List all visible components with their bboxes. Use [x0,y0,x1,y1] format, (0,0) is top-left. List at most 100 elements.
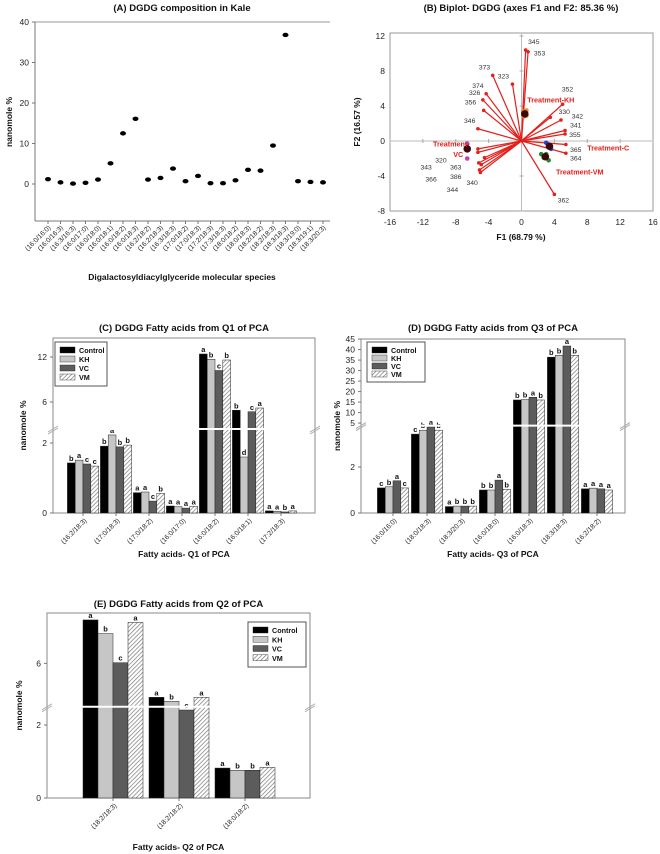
vector-endpoint [563,132,567,136]
significance-letter: c [151,492,155,501]
legend-swatch [371,354,388,362]
data-point [270,143,276,148]
y-tick-label: 40 [20,17,30,27]
bar-kh [163,701,180,799]
data-point [282,32,289,38]
y-tick-label: 12 [376,31,386,41]
loading-vector [520,140,555,195]
significance-letter: b [125,436,130,445]
bar-control [166,505,175,514]
legend-swatch [59,373,76,381]
panel-a-scatter: (A) DGDG composition in Kale010203040(16… [4,3,330,282]
y-tick-label: 8 [380,66,385,76]
vector-label: 373 [479,65,491,72]
y-tick-label: 45 [346,334,356,344]
significance-letter: b [118,438,123,447]
y-tick-label: 10 [20,139,30,149]
vector-endpoint [510,82,515,86]
bar-vc [426,426,436,514]
y-tick-label: 30 [20,58,30,68]
legend-label: VM [79,373,90,382]
bar-kh [206,359,216,514]
vector-label: 344 [447,187,459,194]
data-point [82,180,89,185]
significance-letter: b [549,348,554,357]
significance-letter: a [176,498,181,507]
significance-letter: b [523,391,528,400]
x-axis-label: Digalactosyldiacylglyceride molecular sp… [88,272,276,282]
vector-endpoint [564,142,568,147]
bar-vc [148,500,158,514]
bar-vc [392,480,402,514]
bar-vm [222,359,231,514]
axis-break-mark [619,422,631,430]
vector-label: 330 [559,109,571,116]
y-tick-label: -4 [377,171,385,181]
vector-endpoint [559,118,563,122]
significance-letter: b [538,391,543,400]
significance-letter: a [447,498,452,507]
significance-letter: c [403,479,407,488]
vector-endpoint [476,150,480,155]
x-tick-label: (18:0/18:3) [404,517,432,545]
bar-kh [418,429,428,514]
vector-label: 343 [420,164,432,171]
y-tick-label: 40 [346,345,356,355]
treatment-centroid [545,142,554,151]
significance-letter: b [102,437,107,446]
bar-vc [181,507,191,514]
axis-break-mark [304,703,316,711]
bar-control [232,410,241,514]
vector-label: 362 [558,198,570,205]
loading-vector [521,119,562,142]
bar-kh [173,506,183,514]
significance-letter: a [265,758,270,767]
vector-endpoint [484,91,488,96]
vector-endpoint [482,155,487,160]
y-tick-label: 0 [380,136,385,146]
x-tick-label: 8 [585,217,590,227]
significance-letter: a [497,471,502,480]
bar-vc [82,463,92,514]
significance-letter: a [88,611,93,620]
axis-break-mark [47,427,59,435]
y-tick-label: 0 [24,179,29,189]
bar-vm [604,489,613,514]
y-tick-label: 5 [350,418,355,428]
data-point [120,131,126,136]
vector-label: 326 [469,90,481,97]
significance-letter: b [169,692,174,701]
legend-swatch [371,362,388,370]
significance-letter: c [379,479,383,488]
bar-vm [259,767,276,799]
significance-letter: b [455,497,460,506]
treatment-label: VC [453,150,463,159]
axis-break-mark [304,705,316,713]
data-point [320,180,326,185]
data-point [170,166,176,171]
x-tick-label: (18:3/18:3) [540,517,568,545]
y-tick-label: 30 [346,366,356,376]
vector-endpoint [479,162,484,167]
x-tick-label: (16:2/18:2) [574,517,602,545]
legend-label: VC [272,645,282,654]
significance-letter: a [591,479,596,488]
significance-letter: a [199,688,204,697]
y-tick-label: 2 [42,438,47,448]
significance-letter: b [235,761,240,770]
data-point [45,176,51,182]
observation-point [464,141,470,146]
significance-letter: b [470,497,475,506]
data-point [70,181,76,186]
vector-endpoint [490,73,495,78]
bar-vc [112,662,129,799]
y-tick-label: 4 [380,101,385,111]
x-tick-label: (16:2/18:3) [60,517,88,545]
vector-label: 363 [450,164,462,171]
y-tick-label: 6 [36,658,41,668]
significance-letter: c [217,362,221,371]
data-point [232,178,239,183]
y-axis-label: nanomole % [332,401,342,452]
x-tick-label: (16:0/18:3) [506,517,534,545]
